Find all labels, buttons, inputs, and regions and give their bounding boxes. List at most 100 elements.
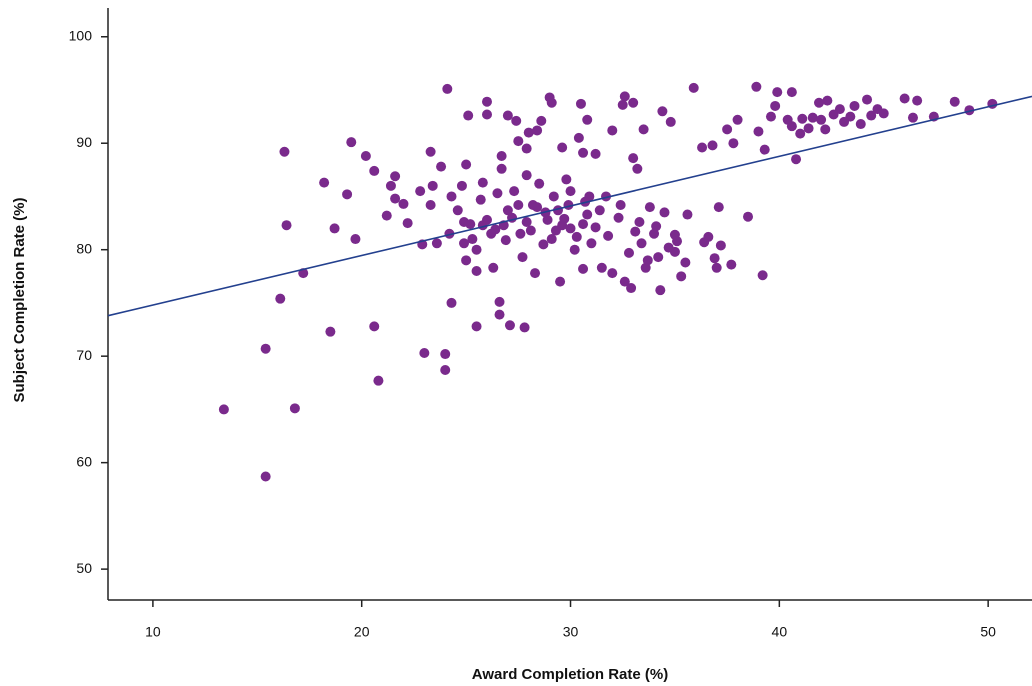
point bbox=[682, 209, 693, 220]
point bbox=[632, 163, 643, 174]
point bbox=[471, 321, 482, 332]
point bbox=[530, 268, 541, 279]
point bbox=[626, 283, 637, 294]
point bbox=[672, 236, 683, 247]
point bbox=[461, 255, 472, 266]
point bbox=[786, 121, 797, 132]
point bbox=[820, 124, 831, 135]
y-tick-label: 100 bbox=[69, 27, 93, 43]
point bbox=[619, 91, 630, 102]
point bbox=[456, 180, 467, 191]
point bbox=[452, 205, 463, 216]
point bbox=[390, 193, 401, 204]
point bbox=[565, 223, 576, 234]
point bbox=[866, 110, 877, 121]
point bbox=[532, 202, 543, 213]
point bbox=[534, 178, 545, 189]
point bbox=[912, 95, 923, 106]
point bbox=[546, 97, 557, 108]
point bbox=[613, 212, 624, 223]
point bbox=[601, 191, 612, 202]
point bbox=[521, 143, 532, 154]
point bbox=[655, 285, 666, 296]
point bbox=[623, 247, 634, 258]
point bbox=[578, 147, 589, 158]
point bbox=[427, 180, 438, 191]
point bbox=[260, 343, 271, 354]
point bbox=[713, 202, 724, 213]
point bbox=[536, 115, 547, 126]
point bbox=[492, 188, 503, 199]
point bbox=[444, 228, 455, 239]
point bbox=[757, 270, 768, 281]
point bbox=[475, 194, 486, 205]
point bbox=[513, 136, 524, 147]
point bbox=[504, 320, 515, 331]
point bbox=[807, 112, 818, 123]
y-tick-label: 70 bbox=[76, 347, 92, 363]
point bbox=[369, 165, 380, 176]
point bbox=[415, 186, 426, 197]
point bbox=[644, 202, 655, 213]
point bbox=[855, 119, 866, 130]
point bbox=[279, 146, 290, 157]
point bbox=[753, 126, 764, 137]
point bbox=[786, 87, 797, 98]
point bbox=[795, 128, 806, 139]
point bbox=[446, 297, 457, 308]
point bbox=[436, 161, 447, 172]
point bbox=[369, 321, 380, 332]
point bbox=[878, 108, 889, 119]
point bbox=[486, 228, 497, 239]
point bbox=[630, 226, 641, 237]
y-axis-title: Subject Completion Rate (%) bbox=[11, 197, 28, 402]
y-tick-label: 50 bbox=[76, 560, 92, 576]
point bbox=[561, 174, 572, 185]
point bbox=[538, 239, 549, 250]
x-tick-label: 20 bbox=[354, 624, 370, 640]
point bbox=[488, 262, 499, 273]
point bbox=[548, 191, 559, 202]
fit-line bbox=[107, 95, 1032, 317]
point bbox=[523, 127, 534, 138]
point bbox=[519, 322, 530, 333]
point bbox=[573, 132, 584, 143]
point bbox=[569, 244, 580, 255]
point bbox=[565, 186, 576, 197]
point bbox=[398, 198, 409, 209]
point bbox=[772, 87, 783, 98]
point bbox=[659, 207, 670, 218]
point bbox=[481, 109, 492, 120]
point bbox=[596, 262, 607, 273]
point bbox=[688, 82, 699, 93]
point bbox=[350, 234, 361, 245]
point bbox=[467, 234, 478, 245]
point bbox=[557, 142, 568, 153]
point bbox=[521, 217, 532, 228]
point bbox=[385, 180, 396, 191]
point bbox=[440, 349, 451, 360]
point bbox=[494, 309, 505, 320]
point bbox=[845, 111, 856, 122]
point bbox=[759, 144, 770, 155]
x-axis-title: Award Completion Rate (%) bbox=[472, 666, 668, 683]
point bbox=[575, 98, 586, 109]
point bbox=[634, 217, 645, 228]
point bbox=[770, 100, 781, 111]
point bbox=[834, 104, 845, 115]
point bbox=[582, 114, 593, 125]
point bbox=[822, 95, 833, 106]
point bbox=[803, 123, 814, 134]
point bbox=[346, 137, 357, 148]
point bbox=[711, 262, 722, 273]
point bbox=[260, 471, 271, 482]
point bbox=[676, 271, 687, 282]
point bbox=[471, 265, 482, 276]
point bbox=[471, 244, 482, 255]
point bbox=[431, 238, 442, 249]
point bbox=[440, 365, 451, 376]
point bbox=[461, 159, 472, 170]
point bbox=[964, 105, 975, 116]
point bbox=[281, 220, 292, 231]
